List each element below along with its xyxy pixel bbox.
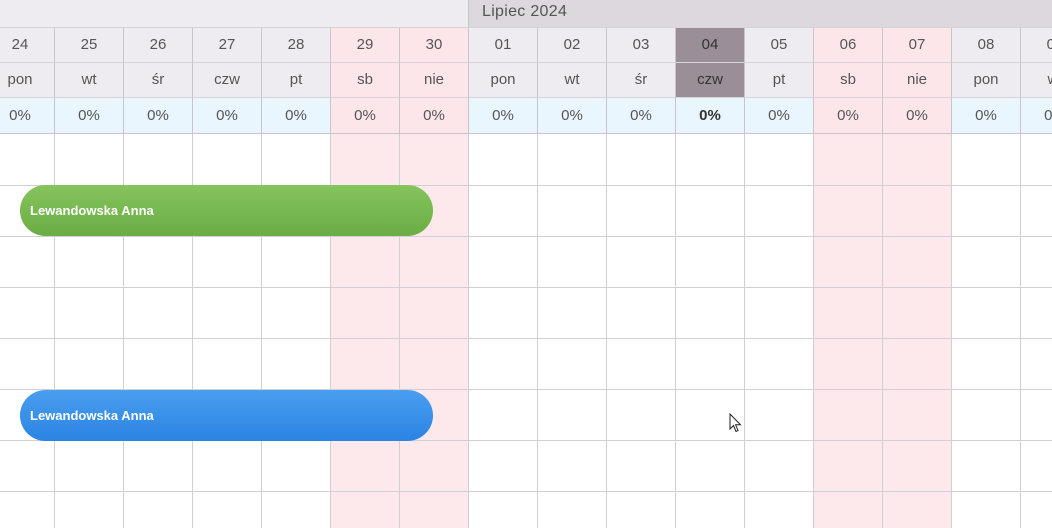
occupancy-percent: 0% [814,98,883,134]
occupancy-percent: 0% [1021,98,1052,134]
day-of-week: pon [0,63,55,98]
month-header-current: Lipiec 2024 [468,0,1052,28]
booking-guest-name: Lewandowska Anna [30,408,154,423]
occupancy-percent: 0% [538,98,607,134]
day-of-week: sb [331,63,400,98]
day-number[interactable]: 30 [400,28,469,63]
grid-cell-column[interactable] [0,134,55,528]
occupancy-percent: 0% [400,98,469,134]
row-divider [0,236,1052,237]
day-number[interactable]: 29 [331,28,400,63]
occupancy-percent: 0% [469,98,538,134]
day-of-week: pt [262,63,331,98]
day-number[interactable]: 03 [607,28,676,63]
grid-cell-column[interactable] [745,134,814,528]
month-header-previous [0,0,468,28]
day-of-week: nie [883,63,952,98]
occupancy-percent: 0% [331,98,400,134]
grid-cell-column[interactable] [952,134,1021,528]
day-number[interactable]: 27 [193,28,262,63]
occupancy-percent: 0% [883,98,952,134]
grid-cell-column[interactable] [469,134,538,528]
occupancy-percent-today: 0% [676,98,745,134]
month-header: Lipiec 2024 [0,0,1052,28]
row-divider [0,185,1052,186]
day-of-week: śr [124,63,193,98]
row-divider [0,389,1052,390]
day-of-week: śr [607,63,676,98]
day-number[interactable]: 05 [745,28,814,63]
day-number[interactable]: 24 [0,28,55,63]
day-of-week: nie [400,63,469,98]
row-divider [0,287,1052,288]
day-number[interactable]: 07 [883,28,952,63]
grid-cell-column[interactable] [1021,134,1052,528]
day-number[interactable]: 08 [952,28,1021,63]
month-label: Lipiec 2024 [482,3,568,20]
occupancy-percent: 0% [607,98,676,134]
day-of-week-today: czw [676,63,745,98]
day-number[interactable]: 02 [538,28,607,63]
occupancy-percent: 0% [0,98,55,134]
occupancy-percent: 0% [193,98,262,134]
grid-cell-column[interactable] [55,134,124,528]
grid-cell-column[interactable] [538,134,607,528]
grid-cell-column[interactable] [607,134,676,528]
day-of-week: pt [745,63,814,98]
booking-bar[interactable]: Lewandowska Anna [20,185,433,236]
grid-cell-column[interactable] [124,134,193,528]
occupancy-percent: 0% [952,98,1021,134]
day-of-week: sb [814,63,883,98]
row-divider [0,440,1052,441]
occupancy-percent: 0% [262,98,331,134]
occupancy-percent: 0% [55,98,124,134]
occupancy-percent: 0% [745,98,814,134]
grid-cell-column[interactable] [883,134,952,528]
row-divider [0,338,1052,339]
grid-cell-column[interactable] [262,134,331,528]
grid-cell-column[interactable] [193,134,262,528]
day-number[interactable]: 09 [1021,28,1052,63]
booking-bar[interactable]: Lewandowska Anna [20,390,433,441]
day-of-week: czw [193,63,262,98]
occupancy-percent: 0% [124,98,193,134]
day-of-week: pon [469,63,538,98]
day-of-week: wt [538,63,607,98]
day-number[interactable]: 25 [55,28,124,63]
day-number[interactable]: 28 [262,28,331,63]
day-of-week: wt [1021,63,1052,98]
grid-cell-column[interactable] [676,134,745,528]
day-of-week: pon [952,63,1021,98]
mouse-cursor-icon [729,413,742,433]
day-number[interactable]: 01 [469,28,538,63]
day-number-today[interactable]: 04 [676,28,745,63]
day-number[interactable]: 06 [814,28,883,63]
row-divider [0,491,1052,492]
day-of-week: wt [55,63,124,98]
booking-guest-name: Lewandowska Anna [30,203,154,218]
day-number[interactable]: 26 [124,28,193,63]
grid-cell-column[interactable] [814,134,883,528]
